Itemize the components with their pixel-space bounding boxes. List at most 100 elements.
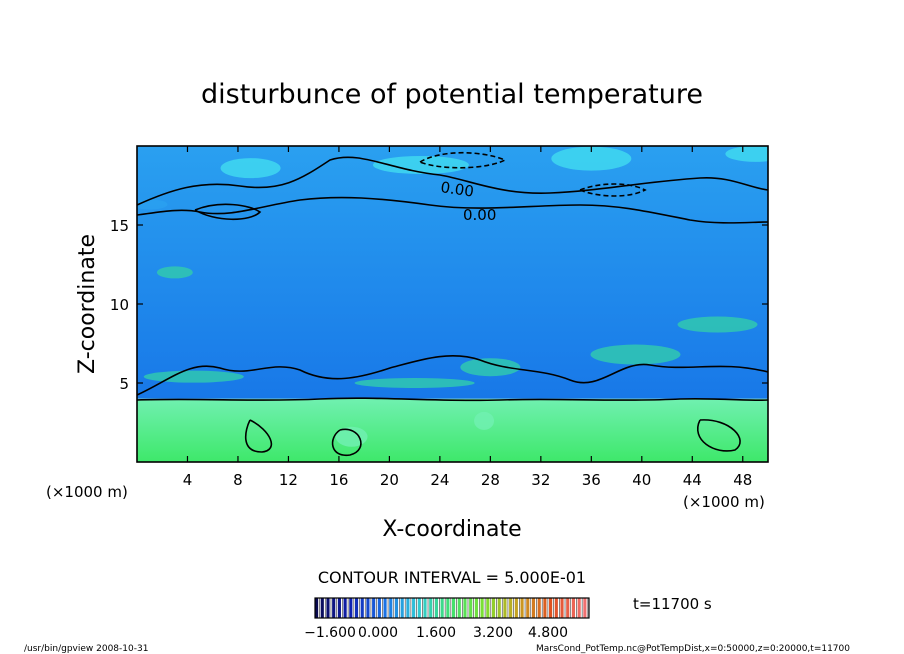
colorbar-swatch — [520, 598, 524, 618]
x-tick-label: 44 — [683, 471, 702, 489]
colorbar-swatch — [417, 598, 421, 618]
colorbar-tick-label: 0.000 — [358, 625, 398, 641]
colorbar-swatch — [389, 598, 393, 618]
field-patch — [474, 411, 495, 430]
colorbar-swatch — [497, 598, 501, 618]
colorbar-swatch — [377, 598, 381, 618]
colorbar-swatch — [366, 598, 370, 618]
colorbar-swatch — [554, 598, 558, 618]
colorbar-swatch — [469, 598, 473, 618]
field-patch — [590, 344, 681, 365]
colorbar-swatch — [571, 598, 576, 618]
x-tick-label: 36 — [582, 471, 601, 489]
colorbar-swatch — [503, 598, 507, 618]
x-axis: 4 8 12 16 20 24 28 32 36 40 44 48 — [183, 146, 752, 489]
colorbar-swatch — [537, 598, 541, 618]
y-tick-label: 15 — [110, 217, 129, 235]
colorbar-swatch — [577, 598, 581, 618]
x-tick-label: 32 — [531, 471, 550, 489]
colorbar-tick-label: 4.800 — [528, 625, 568, 641]
contour-line — [137, 355, 768, 396]
x-tick-label: 4 — [183, 471, 193, 489]
colorbar-swatch — [560, 598, 564, 618]
contour-label: 0.00 — [439, 178, 475, 200]
colorbar-tick-label: 3.200 — [473, 625, 513, 641]
colorbar-swatch — [423, 598, 427, 618]
colorbar-swatch — [457, 598, 461, 618]
colorbar — [315, 598, 589, 618]
colorbar-swatch — [583, 598, 587, 618]
x-tick-label: 8 — [233, 471, 243, 489]
colorbar-swatch — [566, 598, 570, 618]
contour-line — [244, 419, 273, 453]
time-label: t=11700 s — [633, 595, 712, 613]
y-tick-label: 10 — [110, 296, 129, 314]
x-tick-label: 12 — [279, 471, 298, 489]
colorbar-swatch — [406, 598, 410, 618]
colorbar-swatch — [349, 598, 353, 618]
contour-line — [137, 196, 768, 224]
colorbar-swatch — [452, 598, 456, 618]
field-patch — [551, 146, 632, 171]
colorbar-swatch — [446, 598, 450, 618]
colorbar-swatch — [434, 598, 439, 618]
colorbar-swatch — [354, 598, 359, 618]
field-patch — [725, 146, 768, 162]
colorbar-swatch — [514, 598, 518, 618]
contour-line — [331, 428, 362, 456]
field-patch — [677, 316, 758, 333]
colorbar-swatch — [320, 598, 324, 618]
x-tick-label: 28 — [481, 471, 500, 489]
x-tick-label: 16 — [329, 471, 348, 489]
colorbar-swatch — [509, 598, 513, 618]
field-patch — [220, 158, 281, 179]
colorbar-swatch — [549, 598, 553, 618]
y-axis: 5 10 15 — [110, 217, 768, 393]
colorbar-swatch — [480, 598, 484, 618]
colorbar-swatch — [526, 598, 530, 618]
colorbar-swatch — [543, 598, 547, 618]
contour-line — [194, 203, 262, 221]
colorbar-swatch — [326, 598, 330, 618]
chart-title: disturbunce of potential temperature — [201, 79, 703, 110]
contour-label: 0.00 — [463, 206, 496, 224]
colorbar-swatch — [315, 598, 319, 618]
colorbar-frame — [314, 597, 590, 619]
plot-field — [137, 146, 768, 462]
x-tick-label: 20 — [380, 471, 399, 489]
colorbar-swatch — [372, 598, 376, 618]
colorbar-swatch — [394, 598, 399, 618]
colorbar-swatch — [343, 598, 347, 618]
contour-line — [137, 397, 768, 402]
colorbar-swatch — [491, 598, 496, 618]
contour-interval: CONTOUR INTERVAL = 5.000E-01 — [318, 568, 586, 587]
y-tick-label: 5 — [119, 375, 129, 393]
footer-right: MarsCond_PotTemp.nc@PotTempDist,x=0:5000… — [536, 644, 850, 654]
colorbar-swatch — [400, 598, 404, 618]
footer-left: /usr/bin/gpview 2008-10-31 — [24, 644, 148, 654]
lower-layer — [137, 398, 768, 462]
contour-line — [697, 419, 741, 452]
contour-line — [137, 156, 768, 206]
colorbar-swatch — [429, 598, 433, 618]
x-axis-label: X-coordinate — [382, 517, 521, 542]
x-tick-label: 24 — [430, 471, 449, 489]
colorbar-swatch — [463, 598, 467, 618]
field-patch — [354, 378, 475, 388]
colorbar-swatch — [383, 598, 387, 618]
contour-line-negative — [579, 183, 647, 197]
y-axis-label: Z-coordinate — [75, 234, 100, 374]
field-patch — [372, 155, 469, 174]
x-tick-label: 48 — [733, 471, 752, 489]
field-patch — [156, 266, 193, 279]
x-unit-right: (×1000 m) — [683, 493, 765, 511]
colorbar-swatch — [474, 598, 478, 618]
colorbar-tick-label: −1.600 — [304, 625, 356, 641]
colorbar-swatch — [486, 598, 490, 618]
colorbar-swatch — [531, 598, 536, 618]
x-unit-left: (×1000 m) — [46, 483, 128, 501]
colorbar-swatch — [360, 598, 364, 618]
colorbar-swatch — [440, 598, 444, 618]
field-patch — [460, 358, 521, 377]
